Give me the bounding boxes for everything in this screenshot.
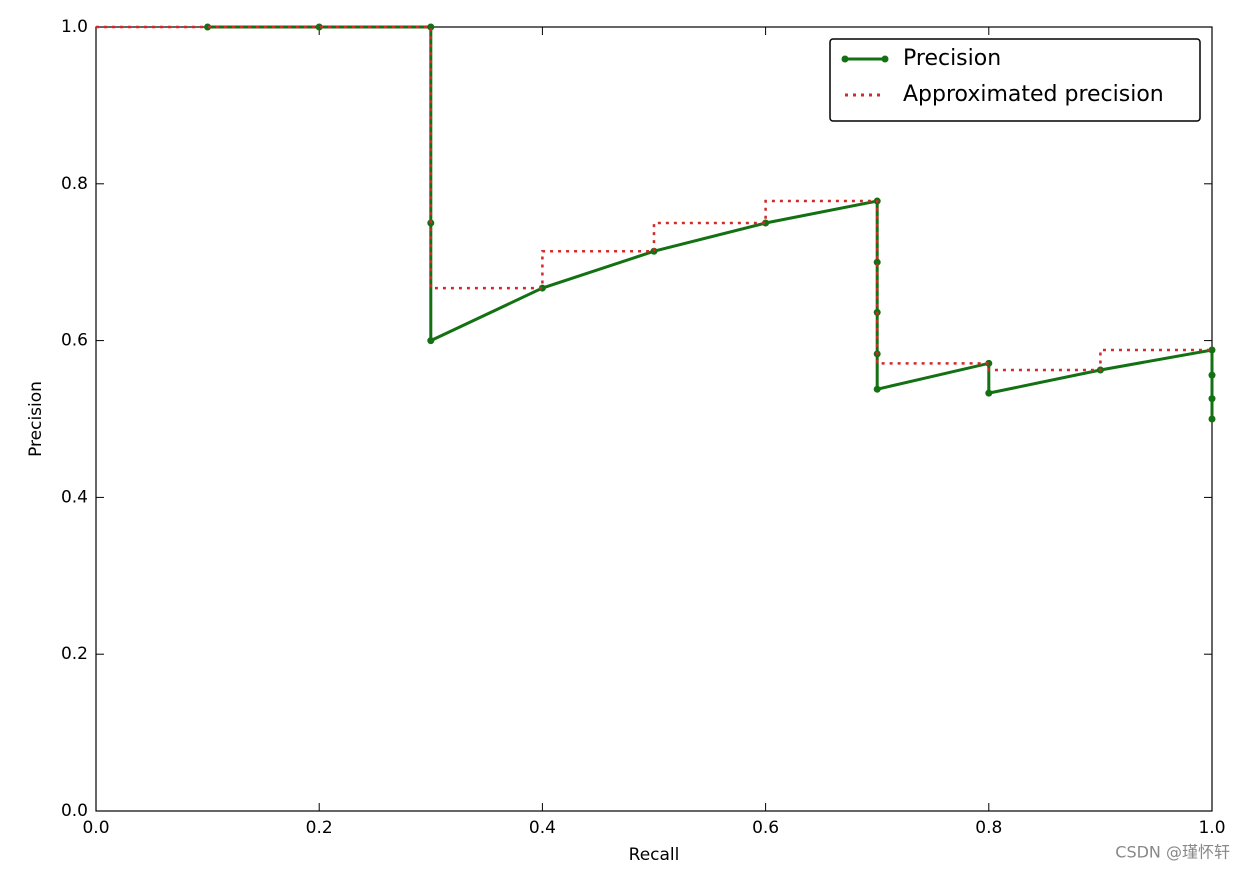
data-point (427, 337, 435, 345)
data-point (985, 389, 993, 397)
x-tick-label: 0.4 (529, 818, 556, 838)
data-point (1208, 395, 1216, 403)
x-tick-label: 0.8 (975, 818, 1002, 838)
data-point (762, 219, 770, 227)
legend: Precision Approximated precision (829, 38, 1201, 122)
x-tick-label: 1.0 (1198, 818, 1225, 838)
y-tick-label: 0.6 (61, 331, 88, 351)
y-tick-label: 0.0 (61, 801, 88, 821)
series-line (207, 25, 1214, 419)
watermark: CSDN @瑾怀轩 (1115, 843, 1230, 862)
x-tick-label: 0.0 (82, 818, 109, 838)
data-point (985, 359, 993, 367)
data-point (873, 385, 881, 393)
x-tick-label: 0.6 (752, 818, 779, 838)
y-tick-label: 0.8 (61, 174, 88, 194)
y-axis-label: Precision (26, 381, 46, 457)
data-point (427, 23, 435, 31)
data-point (873, 258, 881, 266)
data-point (1208, 371, 1216, 379)
x-axis-label: Recall (629, 845, 680, 865)
data-point (538, 284, 546, 292)
legend-marker (841, 55, 849, 63)
y-tick-label: 0.4 (61, 487, 88, 507)
y-tick-label: 0.2 (61, 644, 88, 664)
legend-marker (881, 55, 889, 63)
y-tick-label: 1.0 (61, 17, 88, 37)
data-point (315, 23, 323, 31)
legend-box (829, 38, 1201, 122)
data-point (1208, 346, 1216, 354)
x-tick-label: 0.2 (306, 818, 333, 838)
data-point (650, 247, 658, 255)
legend-label: Precision (903, 46, 1001, 71)
data-point (1208, 415, 1216, 423)
legend-label: Approximated precision (903, 82, 1164, 107)
series-line (96, 25, 1212, 372)
plot-frame (95, 26, 1213, 812)
data-point (204, 23, 212, 31)
